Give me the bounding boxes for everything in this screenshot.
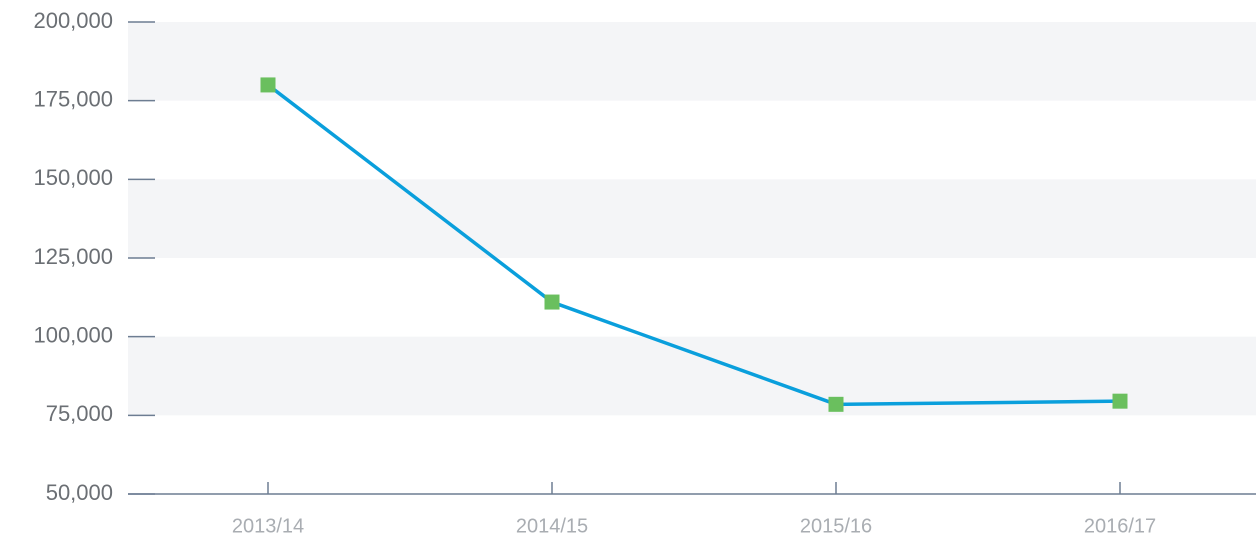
data-point <box>1112 393 1128 409</box>
y-tick-label: 200,000 <box>33 8 113 33</box>
x-tick-label: 2016/17 <box>1084 515 1156 537</box>
y-tick-label: 125,000 <box>33 244 113 269</box>
y-tick-label: 75,000 <box>46 401 113 426</box>
grid-band <box>128 336 1256 416</box>
x-tick-label: 2013/14 <box>232 515 304 537</box>
y-tick-label: 50,000 <box>46 480 113 505</box>
y-tick-label: 100,000 <box>33 322 113 347</box>
data-point <box>828 396 844 412</box>
grid-band <box>128 22 1256 101</box>
data-line <box>266 83 1121 407</box>
data-point <box>544 294 560 310</box>
y-tick-label: 175,000 <box>33 86 113 111</box>
x-tick-label: 2014/15 <box>516 515 588 537</box>
grid-band <box>128 179 1256 258</box>
data-point <box>260 77 276 93</box>
y-tick-label: 150,000 <box>33 165 113 190</box>
x-tick-label: 2015/16 <box>800 515 872 537</box>
